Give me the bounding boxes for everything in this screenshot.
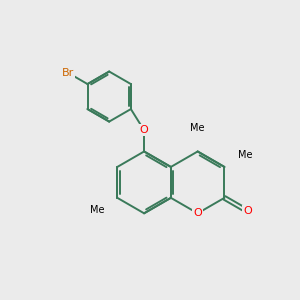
Text: Br: Br [61,68,74,78]
Text: Me: Me [190,123,205,133]
Text: O: O [243,206,252,216]
Text: Me: Me [90,205,104,214]
Text: O: O [140,125,148,135]
Text: O: O [193,208,202,218]
Text: Me: Me [238,150,252,160]
